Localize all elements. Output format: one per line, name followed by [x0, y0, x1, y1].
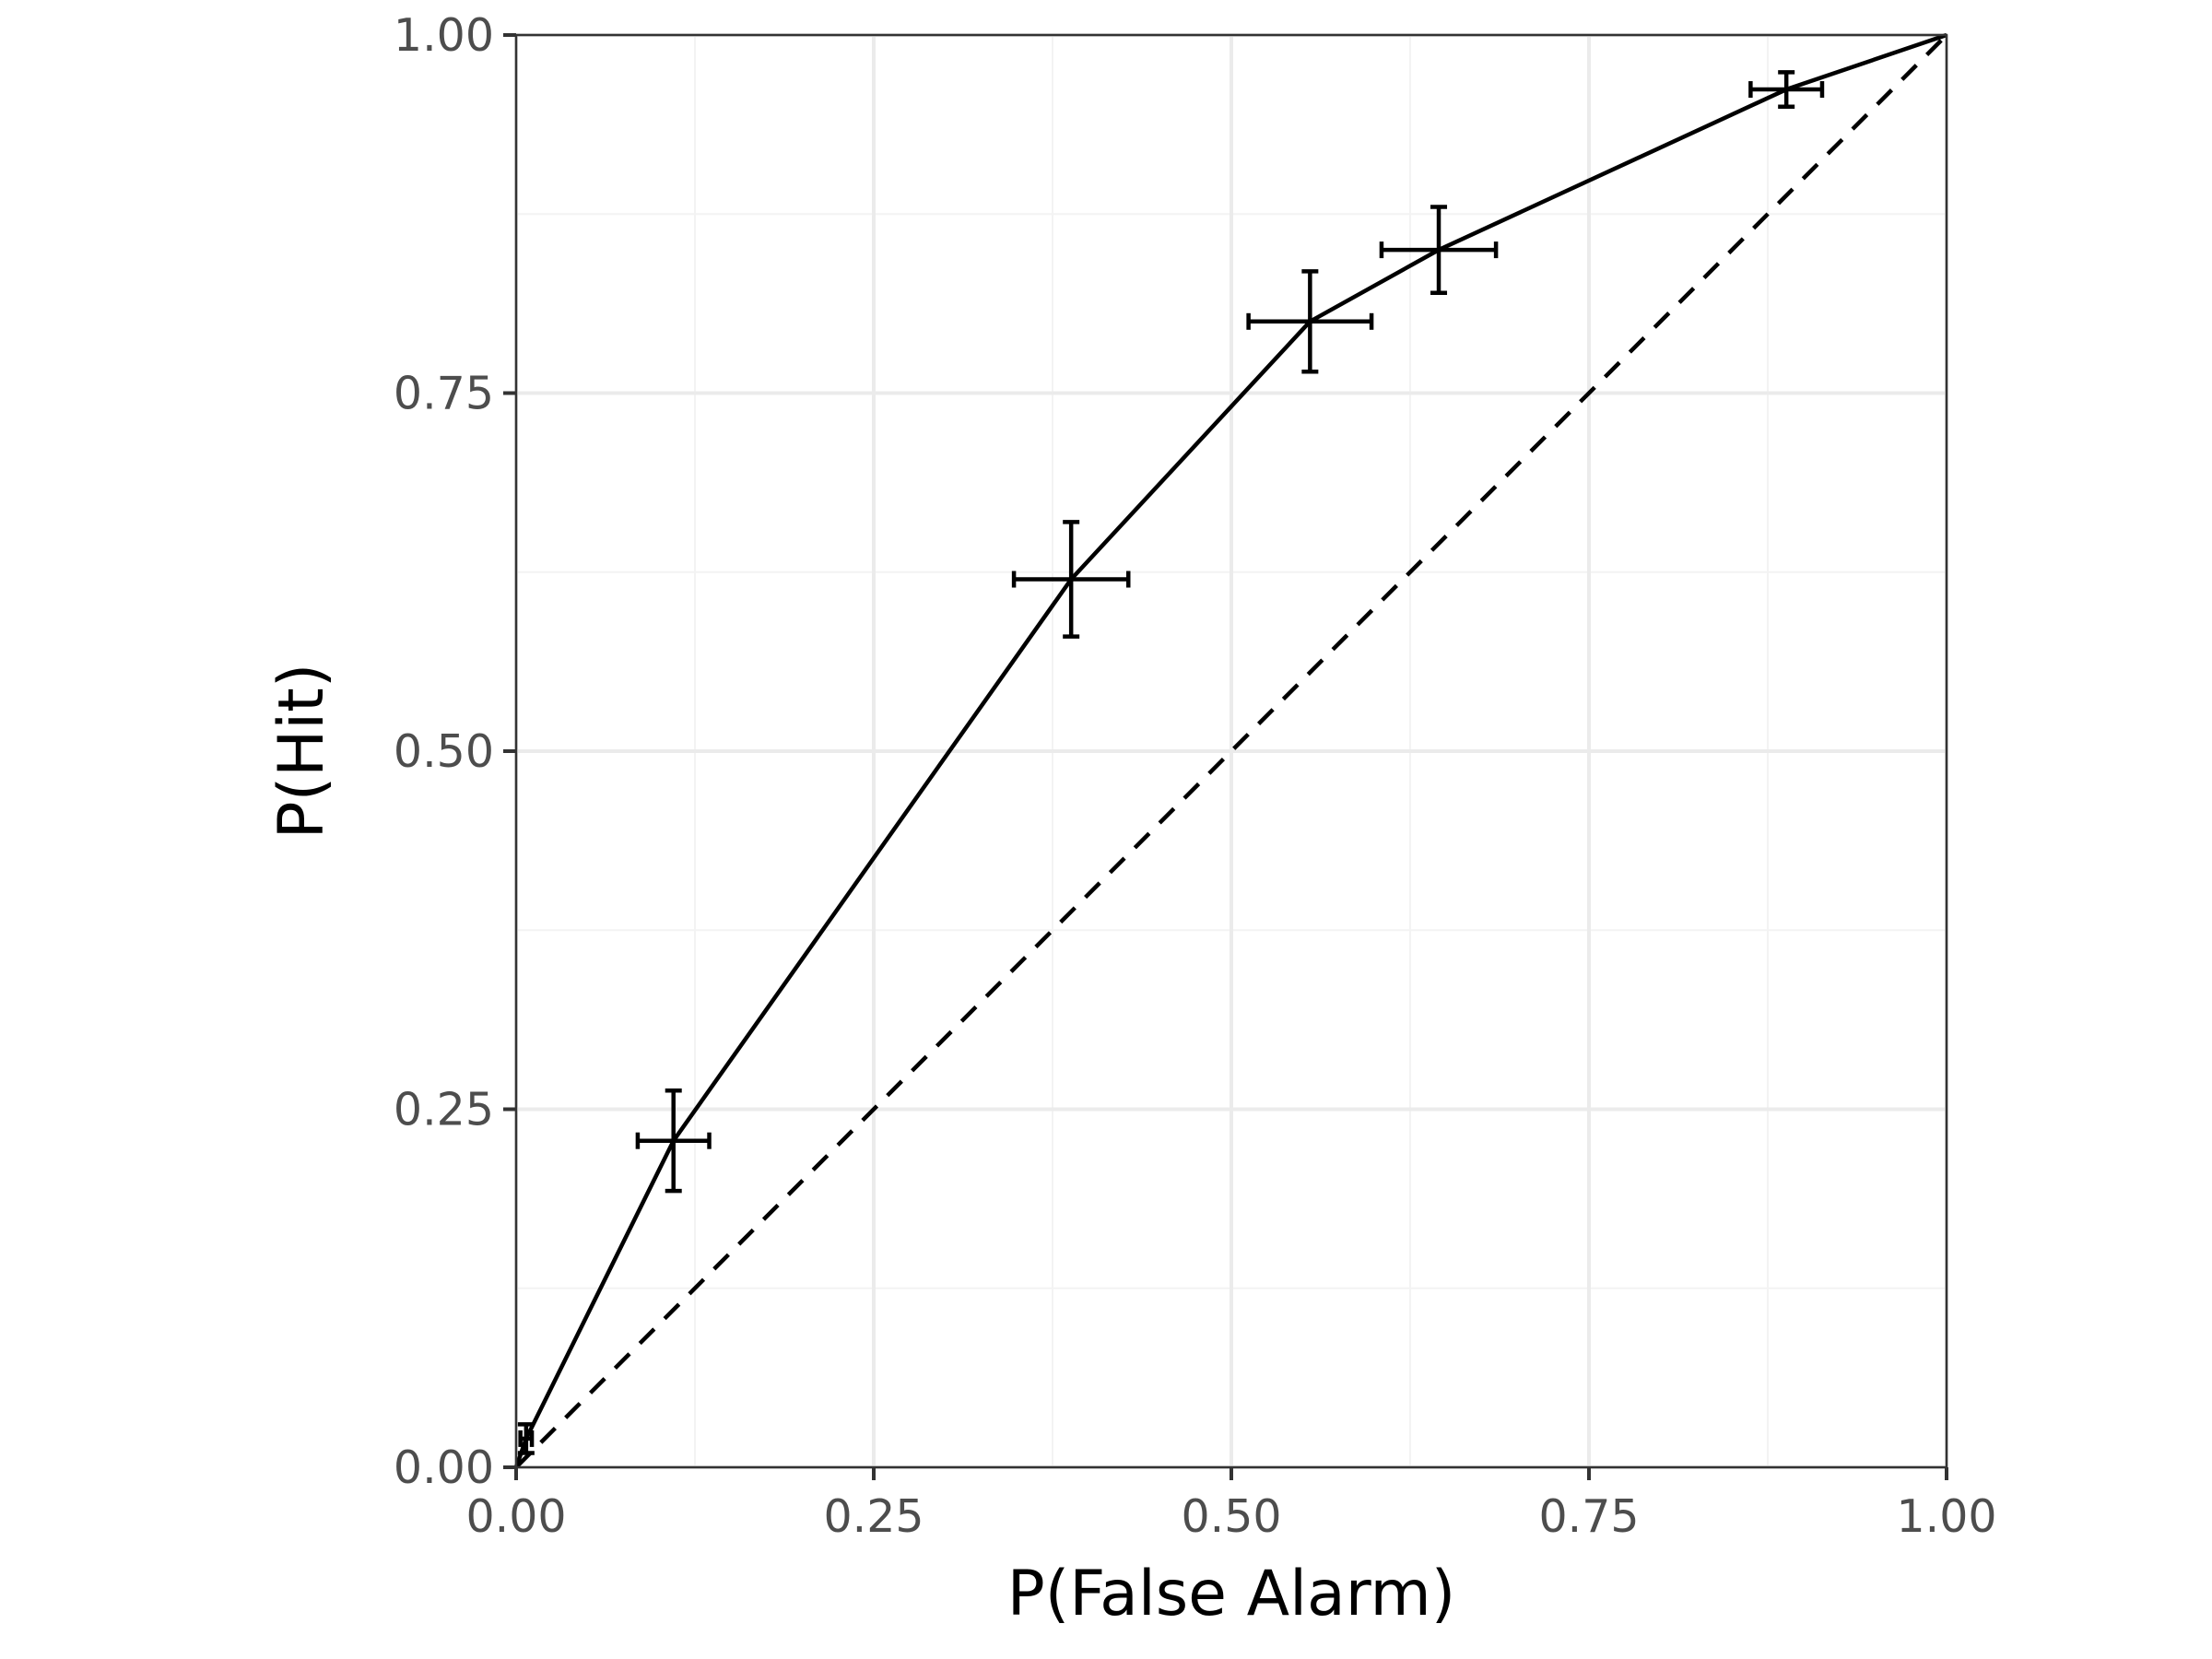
data-point [1379, 205, 1499, 295]
y-tick-label: 0.75 [394, 368, 494, 420]
x-tick-label: 0.00 [465, 1490, 566, 1543]
data-point [1011, 520, 1131, 639]
x-tick-label: 0.25 [823, 1490, 924, 1543]
y-tick-label: 1.00 [394, 9, 494, 62]
y-tick-label: 0.25 [394, 1084, 494, 1136]
data-point [1246, 269, 1374, 374]
x-axis-title: P(False Alarm) [1007, 1558, 1455, 1630]
data-point [635, 1088, 712, 1194]
error-bars [517, 70, 1825, 1455]
y-axis-title: P(Hit) [265, 664, 338, 840]
y-tick-label: 0.00 [394, 1441, 494, 1494]
x-axis-ticks: 0.00 0.25 0.50 0.75 1.00 [465, 1467, 1997, 1543]
chance-diagonal-line [514, 33, 1948, 1469]
data-point [1748, 70, 1825, 109]
x-tick-label: 0.50 [1181, 1490, 1281, 1543]
series-layer [513, 32, 1948, 1469]
data-point [517, 1422, 535, 1455]
y-tick-label: 0.50 [394, 725, 494, 778]
x-tick-label: 0.75 [1538, 1490, 1639, 1543]
roc-curve-line [513, 32, 1947, 1468]
y-axis-ticks: 0.00 0.25 0.50 0.75 1.00 [394, 9, 516, 1494]
x-tick-label: 1.00 [1896, 1490, 1996, 1543]
